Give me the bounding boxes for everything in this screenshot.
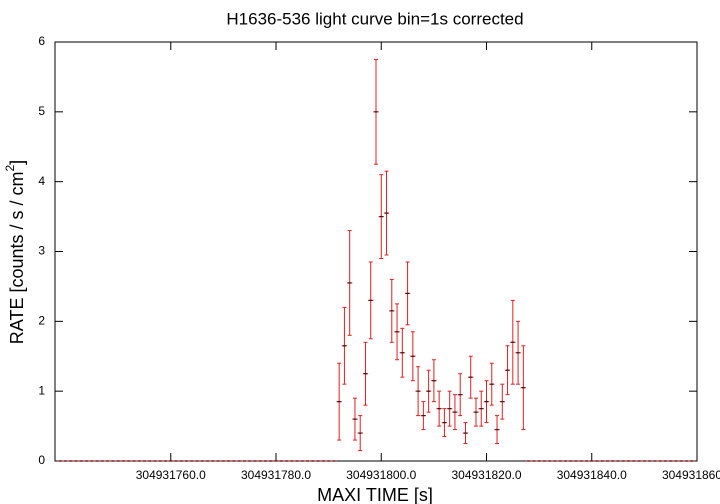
y-label-tail: ] bbox=[7, 160, 27, 165]
x-tick-label: 304931800.0 bbox=[346, 468, 416, 482]
y-tick-label: 2 bbox=[38, 314, 45, 328]
y-tick-label: 5 bbox=[38, 104, 45, 118]
y-label-text: RATE [counts / s / cm bbox=[7, 171, 27, 344]
x-axis-label: MAXI TIME [s] bbox=[317, 485, 433, 504]
y-label-sup: 2 bbox=[3, 164, 17, 171]
chart-title: H1636-536 light curve bin=1s corrected bbox=[226, 9, 523, 28]
x-tick-label: 304931780.0 bbox=[241, 468, 311, 482]
y-tick-label: 0 bbox=[38, 453, 45, 467]
y-tick-label: 1 bbox=[38, 383, 45, 397]
y-tick-label: 6 bbox=[38, 34, 45, 48]
x-tick-label: 304931820.0 bbox=[451, 468, 521, 482]
y-tick-label: 3 bbox=[38, 244, 45, 258]
x-tick-label: 304931760.0 bbox=[136, 468, 206, 482]
y-tick-label: 4 bbox=[38, 174, 45, 188]
y-axis-label: RATE [counts / s / cm2] bbox=[3, 160, 27, 344]
x-tick-label: 304931840.0 bbox=[557, 468, 627, 482]
x-tick-label: 304931860.0 bbox=[662, 468, 720, 482]
